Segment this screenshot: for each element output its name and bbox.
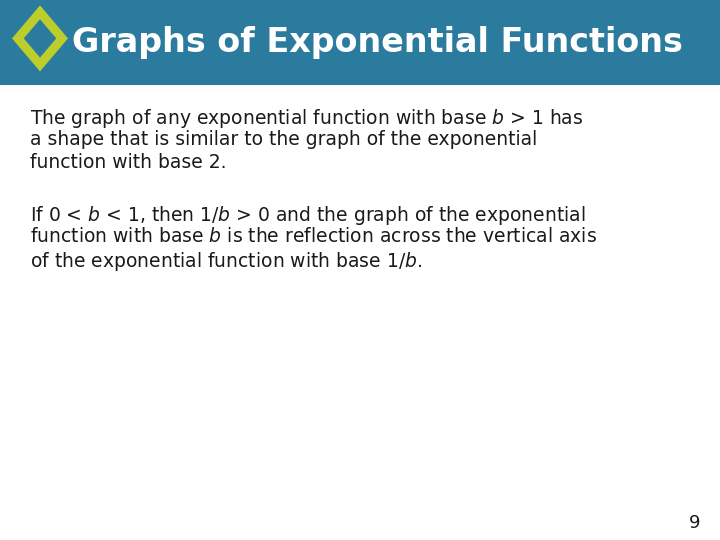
- Bar: [0, 0, 720, 85]
- Text: a shape that is similar to the graph of the exponential: a shape that is similar to the graph of …: [30, 130, 537, 150]
- Polygon shape: [24, 19, 56, 58]
- Text: The graph of any exponential function with base $b$ > 1 has: The graph of any exponential function wi…: [30, 107, 583, 130]
- Text: function with base $b$ is the reflection across the vertical axis: function with base $b$ is the reflection…: [30, 227, 597, 246]
- Text: Graphs of Exponential Functions: Graphs of Exponential Functions: [72, 26, 683, 59]
- Polygon shape: [12, 5, 68, 71]
- Text: 9: 9: [688, 514, 700, 532]
- Text: of the exponential function with base 1/$b$.: of the exponential function with base 1/…: [30, 251, 422, 273]
- Text: If 0 < $b$ < 1, then 1/$b$ > 0 and the graph of the exponential: If 0 < $b$ < 1, then 1/$b$ > 0 and the g…: [30, 204, 585, 227]
- Text: function with base 2.: function with base 2.: [30, 153, 227, 172]
